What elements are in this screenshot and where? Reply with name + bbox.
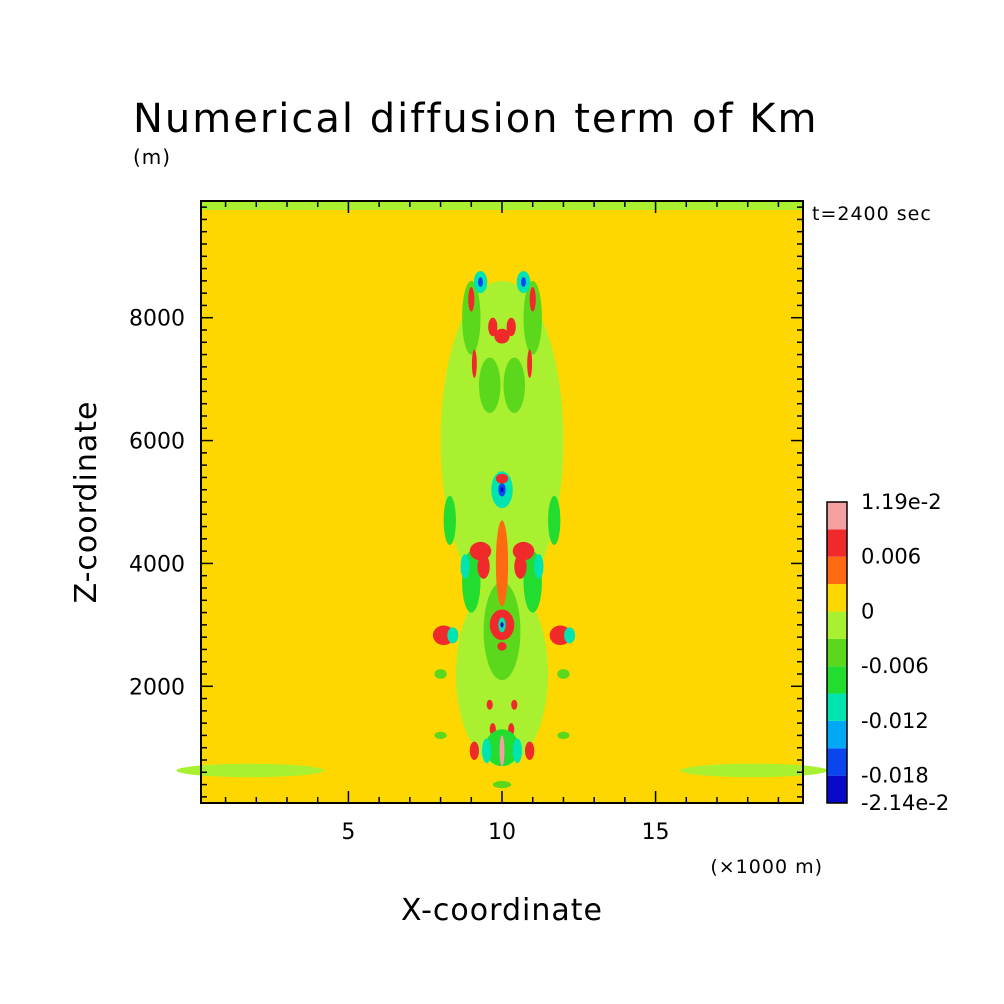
axis-ticks: 5 10 15 2000 4000 6000 8000 <box>129 201 803 845</box>
contour-region <box>564 627 576 644</box>
colorbar-label: 1.19e-2 <box>861 490 942 514</box>
contour-region <box>680 763 828 778</box>
chart-title: Numerical diffusion term of Km <box>133 96 818 142</box>
contour-region <box>525 741 535 760</box>
x-tick-label: 5 <box>341 820 355 845</box>
contour-region <box>488 317 498 337</box>
contour-region <box>440 280 564 601</box>
y-tick-label: 8000 <box>129 307 185 332</box>
colorbar-swatch <box>827 611 847 639</box>
contour-region <box>478 357 501 413</box>
colorbar-swatch <box>827 638 847 667</box>
colorbar-swatch <box>827 584 847 612</box>
contour-region <box>434 731 447 740</box>
colorbar-swatch <box>827 502 847 530</box>
contour-region <box>499 735 505 767</box>
contour-region <box>482 738 492 764</box>
colorbar-swatch <box>827 529 847 557</box>
y-tick-label: 6000 <box>129 430 185 455</box>
contour-region <box>512 738 522 764</box>
time-label: t=2400 sec <box>812 203 932 225</box>
x-axis-title: X-coordinate <box>401 893 603 928</box>
x-unit-label: (×1000 m) <box>710 856 823 878</box>
contour-region <box>529 287 536 312</box>
contour-region <box>497 642 507 651</box>
contour-region <box>494 328 510 344</box>
contour-region <box>557 731 570 740</box>
colorbar-swatch <box>827 748 847 776</box>
colorbar-label: 0 <box>861 599 874 623</box>
contour-region <box>176 763 324 778</box>
contour-region <box>503 357 526 413</box>
contour-region <box>521 277 526 288</box>
contour-region <box>462 280 481 355</box>
contour-region <box>486 699 493 710</box>
colorbar-swatch <box>827 556 847 585</box>
colorbar-swatch <box>827 720 847 749</box>
colorbar-label: -0.012 <box>861 709 929 733</box>
contour-region <box>495 473 509 484</box>
colorbar-label: -0.018 <box>861 764 929 788</box>
contour-region <box>471 349 477 378</box>
contour-region <box>443 495 456 545</box>
contour-region <box>495 520 509 607</box>
contour-region <box>434 669 447 679</box>
colorbar-swatch <box>827 775 847 803</box>
contour-region <box>548 495 561 545</box>
colorbar-swatch <box>827 666 847 694</box>
colorbar: 1.19e-2 0.006 0 -0.006 -0.012 -0.018 -2.14e-2 <box>826 490 949 815</box>
contour-region <box>469 741 479 760</box>
y-tick-label: 4000 <box>129 552 185 577</box>
colorbar-label: 0.006 <box>861 545 921 569</box>
x-tick-label: 15 <box>642 820 670 845</box>
x-tick-label: 10 <box>488 820 516 845</box>
contour-region <box>557 669 570 679</box>
contour-region <box>478 277 483 288</box>
colorbar-frame <box>826 501 848 804</box>
contour-region <box>460 554 470 579</box>
contour-region <box>514 554 527 579</box>
contour-region <box>447 627 459 644</box>
contour-region <box>477 554 490 579</box>
contour-region <box>506 317 516 337</box>
colorbar-label: -2.14e-2 <box>861 791 949 815</box>
contour-region <box>523 280 542 355</box>
contour-region <box>500 622 504 628</box>
contour-region <box>527 349 533 378</box>
y-axis-title: Z-coordinate <box>69 401 104 604</box>
plot-area <box>176 201 828 803</box>
contour-region <box>534 554 544 579</box>
y-tick-label: 2000 <box>129 675 185 700</box>
colorbar-swatch <box>827 693 847 721</box>
colorbar-label: -0.006 <box>861 654 929 678</box>
contour-region <box>468 287 475 312</box>
chart-subtitle: (m) <box>133 145 171 169</box>
contour-region <box>500 487 504 493</box>
contour-region <box>511 699 518 710</box>
contour-region <box>492 780 512 789</box>
